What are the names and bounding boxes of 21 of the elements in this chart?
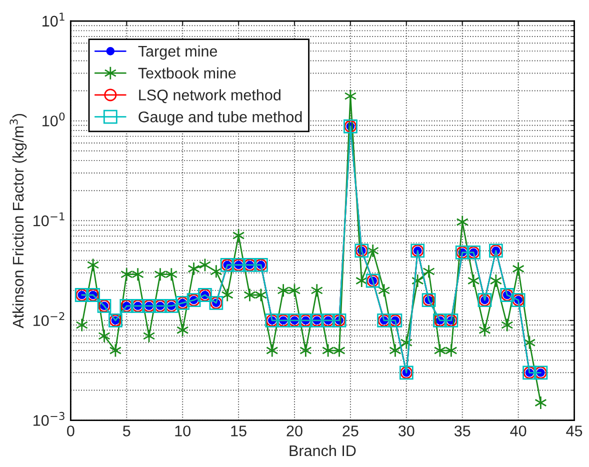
x-tick-label: 5 [123,426,130,436]
x-tick-label: 0 [67,426,74,436]
x-tick-label: 25 [342,426,358,436]
legend-label: Textbook mine [138,67,236,79]
y-tick-label: 10$^{−1}$ [34,212,64,226]
y-tick-label: 10$^{−2}$ [34,312,64,326]
y-tick-label: 10$^{0}$ [42,112,65,126]
x-tick-label: 30 [398,426,414,436]
legend-label: LSQ network method [139,89,280,104]
y-tick-label: 10$^{−3}$ [34,412,64,426]
y-tick-label: 10$^{1}$ [42,12,64,27]
y-axis-title: Atkinson Friction Factor (kg/m$^{3}$) [10,114,27,328]
x-tick-label: 10 [175,426,190,436]
legend-label: Target mine [138,45,218,60]
x-tick-label: 15 [231,426,246,436]
x-tick-label: 20 [286,426,302,436]
x-tick-label: 35 [454,426,470,436]
legend-label: Gauge and tube method [138,111,302,126]
x-axis-title: Branch ID [290,444,356,456]
x-tick-label: 40 [510,426,526,436]
x-tick-label: 45 [566,426,582,436]
